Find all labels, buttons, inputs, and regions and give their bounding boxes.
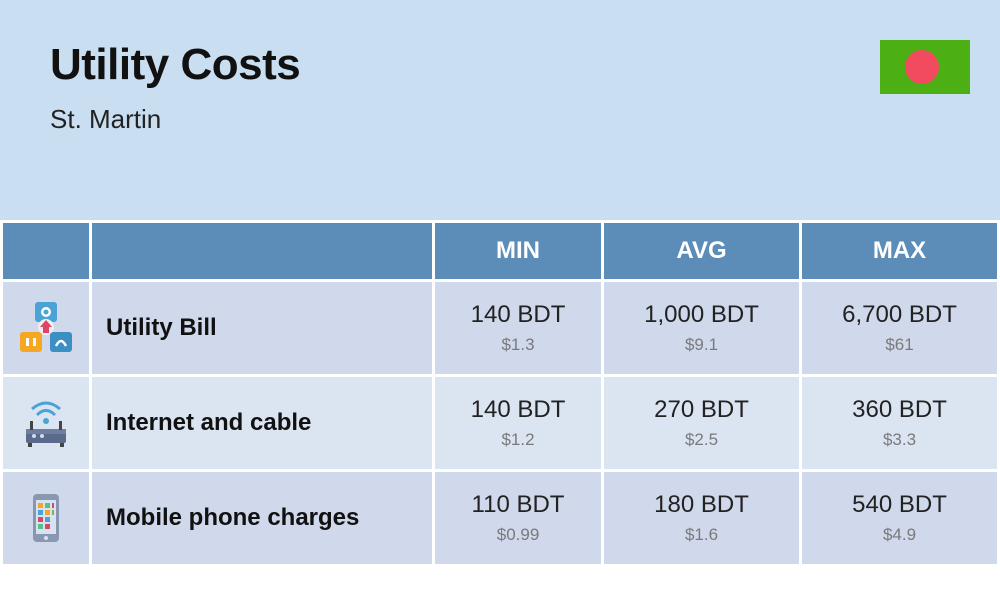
val-sub: $4.9 <box>812 525 987 545</box>
row-icon-cell <box>3 472 89 564</box>
page-title: Utility Costs <box>50 40 950 90</box>
col-min: MIN <box>435 223 601 279</box>
col-max: MAX <box>802 223 997 279</box>
table-row: Mobile phone charges 110 BDT $0.99 180 B… <box>3 472 997 564</box>
col-icon <box>3 223 89 279</box>
val-main: 270 BDT <box>614 396 789 424</box>
val-main: 1,000 BDT <box>614 301 789 329</box>
table-header-row: MIN AVG MAX <box>3 223 997 279</box>
row-icon-cell <box>3 377 89 469</box>
val-sub: $2.5 <box>614 430 789 450</box>
col-label <box>92 223 432 279</box>
table-row: Internet and cable 140 BDT $1.2 270 BDT … <box>3 377 997 469</box>
cell-max: 540 BDT $4.9 <box>802 472 997 564</box>
header-panel: Utility Costs St. Martin <box>0 0 1000 220</box>
val-main: 360 BDT <box>812 396 987 424</box>
val-main: 180 BDT <box>614 491 789 519</box>
val-main: 140 BDT <box>445 301 591 329</box>
val-sub: $1.6 <box>614 525 789 545</box>
table-row: Utility Bill 140 BDT $1.3 1,000 BDT $9.1… <box>3 282 997 374</box>
cell-min: 140 BDT $1.2 <box>435 377 601 469</box>
cell-max: 360 BDT $3.3 <box>802 377 997 469</box>
val-sub: $1.3 <box>445 335 591 355</box>
utility-icon <box>18 300 74 356</box>
costs-table: MIN AVG MAX Utility Bill <box>0 220 1000 567</box>
val-sub: $9.1 <box>614 335 789 355</box>
val-sub: $0.99 <box>445 525 591 545</box>
val-sub: $1.2 <box>445 430 591 450</box>
col-avg: AVG <box>604 223 799 279</box>
val-main: 140 BDT <box>445 396 591 424</box>
cell-avg: 1,000 BDT $9.1 <box>604 282 799 374</box>
cell-min: 140 BDT $1.3 <box>435 282 601 374</box>
page-subtitle: St. Martin <box>50 104 950 135</box>
router-icon <box>18 395 74 451</box>
row-label: Mobile phone charges <box>92 472 432 564</box>
cell-avg: 180 BDT $1.6 <box>604 472 799 564</box>
val-sub: $3.3 <box>812 430 987 450</box>
cell-avg: 270 BDT $2.5 <box>604 377 799 469</box>
phone-icon <box>18 490 74 546</box>
cell-min: 110 BDT $0.99 <box>435 472 601 564</box>
row-label: Utility Bill <box>92 282 432 374</box>
val-main: 110 BDT <box>445 491 591 519</box>
val-main: 6,700 BDT <box>812 301 987 329</box>
val-sub: $61 <box>812 335 987 355</box>
row-icon-cell <box>3 282 89 374</box>
flag-icon <box>880 40 970 94</box>
val-main: 540 BDT <box>812 491 987 519</box>
row-label: Internet and cable <box>92 377 432 469</box>
cell-max: 6,700 BDT $61 <box>802 282 997 374</box>
